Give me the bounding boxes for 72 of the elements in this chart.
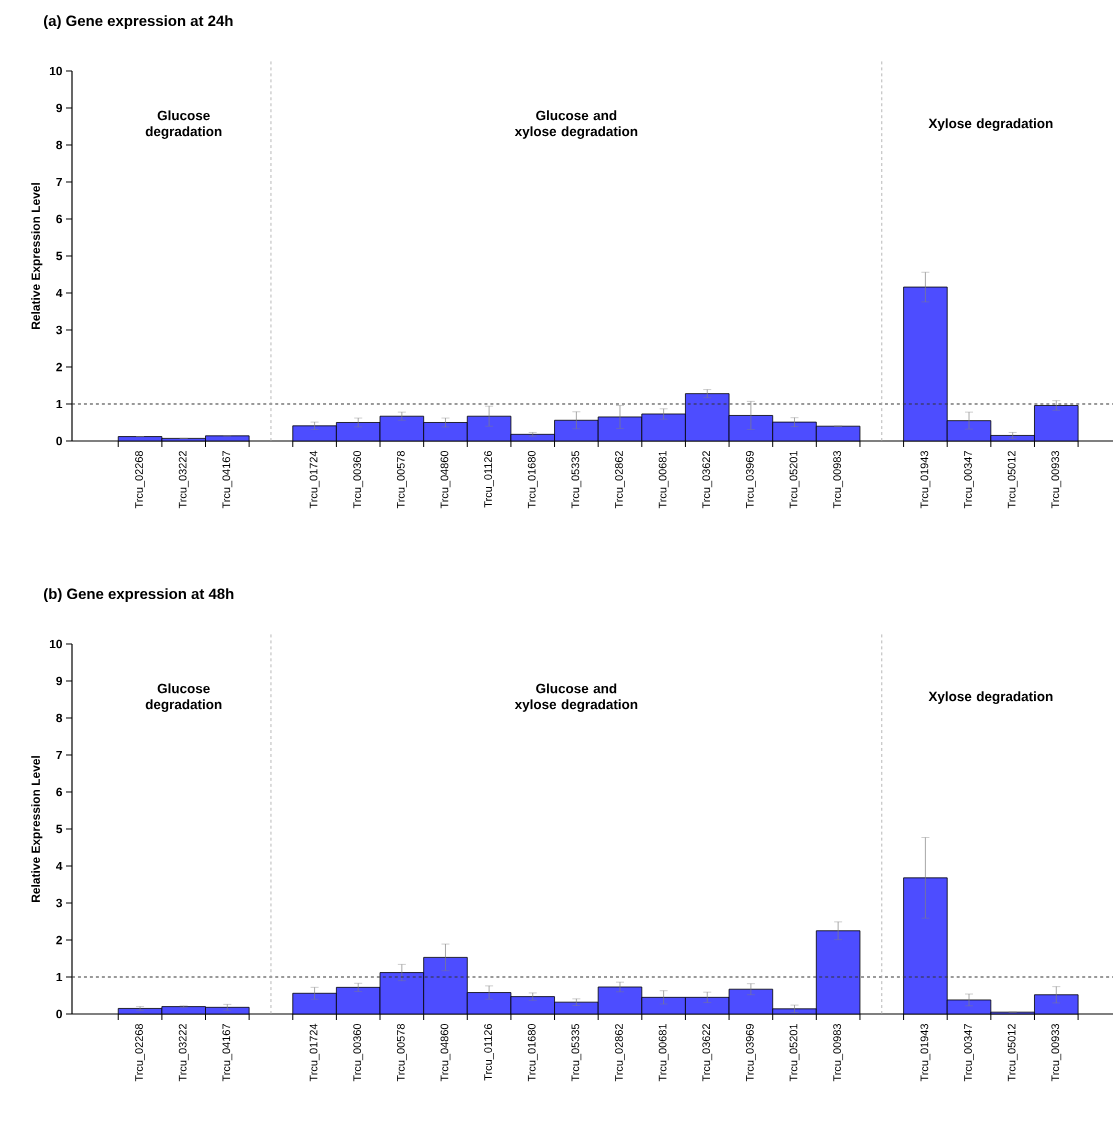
y-tick-label: 10 (49, 639, 62, 649)
y-tick-label: 3 (56, 325, 63, 335)
x-tick-label: Trcu_05335 (571, 1024, 582, 1082)
x-tick-label: Trcu_01680 (527, 450, 538, 509)
annotation: Glucose degradation (145, 683, 222, 712)
x-tick-label: Trcu_03622 (702, 1024, 713, 1082)
x-tick-label: Trcu_00360 (353, 1023, 364, 1082)
y-tick-label: 8 (56, 140, 63, 150)
y-tick-label: 7 (56, 750, 62, 760)
annotation: Glucose degradation (145, 110, 222, 139)
x-tick-label: Trcu_00681 (658, 1024, 669, 1082)
y-tick-label: 0 (56, 436, 62, 446)
x-tick-label: Trcu_00578 (396, 451, 407, 509)
x-tick-label: Trcu_00347 (964, 1024, 974, 1082)
annotation: Xylose degradation (928, 691, 1053, 704)
y-tick-label: 8 (56, 713, 63, 723)
x-tick-label: Trcu_00578 (396, 1024, 407, 1082)
y-tick-label: 1 (56, 972, 63, 982)
x-tick-label: Trcu_00360 (353, 450, 364, 509)
x-tick-label: Trcu_04860 (440, 450, 451, 509)
y-tick-label: 2 (56, 935, 62, 945)
x-tick-label: Trcu_05201 (789, 451, 800, 509)
y-tick-label: 2 (56, 362, 62, 372)
x-tick-label: Trcu_01943 (920, 451, 931, 509)
x-tick-label: Trcu_02268 (135, 451, 145, 509)
x-tick-label: Trcu_02268 (135, 1024, 145, 1082)
x-tick-label: Trcu_01680 (527, 1023, 538, 1082)
x-tick-label: Trcu_04167 (222, 451, 233, 509)
x-tick-label: Trcu_00983 (833, 1024, 844, 1082)
x-tick-label: Trcu_00933 (1051, 1024, 1062, 1082)
x-tick-label: Trcu_04167 (222, 1024, 233, 1082)
y-tick-label: 3 (56, 898, 63, 908)
chart-title: (a) Gene expression at 24h (43, 15, 233, 30)
y-tick-label: 6 (56, 214, 63, 224)
x-tick-label: Trcu_03969 (745, 451, 756, 509)
x-tick-label: Trcu_01126 (484, 1024, 495, 1081)
x-tick-label: Trcu_02862 (615, 1024, 625, 1082)
y-tick-label: 5 (56, 251, 63, 261)
x-tick-label: Trcu_00681 (658, 451, 669, 509)
x-tick-label: Trcu_00347 (964, 451, 974, 509)
x-tick-label: Trcu_03622 (702, 451, 713, 509)
annotation: Xylose degradation (928, 118, 1053, 131)
x-tick-label: Trcu_05012 (1007, 1024, 1018, 1082)
y-tick-label: 9 (56, 103, 63, 113)
x-tick-label: Trcu_00983 (833, 451, 844, 509)
x-tick-label: Trcu_03222 (178, 1024, 189, 1082)
annotation: Glucose and xylose degradation (514, 683, 638, 712)
y-tick-label: 6 (56, 787, 63, 797)
x-tick-label: Trcu_04860 (440, 1023, 451, 1082)
y-tick-label: 4 (56, 861, 63, 871)
x-tick-label: Trcu_01126 (484, 451, 495, 508)
y-tick-label: 4 (56, 288, 63, 298)
x-tick-label: Trcu_05012 (1007, 451, 1018, 509)
y-tick-label: 5 (56, 824, 63, 834)
y-tick-label: 7 (56, 177, 62, 187)
x-tick-label: Trcu_01943 (920, 1024, 931, 1082)
y-tick-label: 9 (56, 676, 63, 686)
y-tick-label: 10 (49, 66, 62, 76)
y-tick-label: 1 (56, 399, 63, 409)
x-tick-label: Trcu_05335 (571, 450, 582, 509)
chart-title: (b) Gene expression at 48h (43, 588, 234, 603)
y-axis-title: Relative Expression Level (31, 183, 43, 329)
x-tick-label: Trcu_03969 (745, 1024, 756, 1082)
x-tick-label: Trcu_02862 (615, 451, 625, 509)
x-tick-label: Trcu_00933 (1051, 451, 1062, 509)
y-tick-label: 0 (56, 1009, 62, 1019)
x-tick-label: Trcu_01724 (309, 450, 320, 509)
x-tick-label: Trcu_03222 (178, 451, 189, 509)
x-tick-label: Trcu_05201 (789, 1024, 800, 1082)
y-axis-title: Relative Expression Level (31, 756, 43, 902)
annotation: Glucose and xylose degradation (514, 110, 638, 139)
x-tick-label: Trcu_01724 (309, 1023, 320, 1082)
